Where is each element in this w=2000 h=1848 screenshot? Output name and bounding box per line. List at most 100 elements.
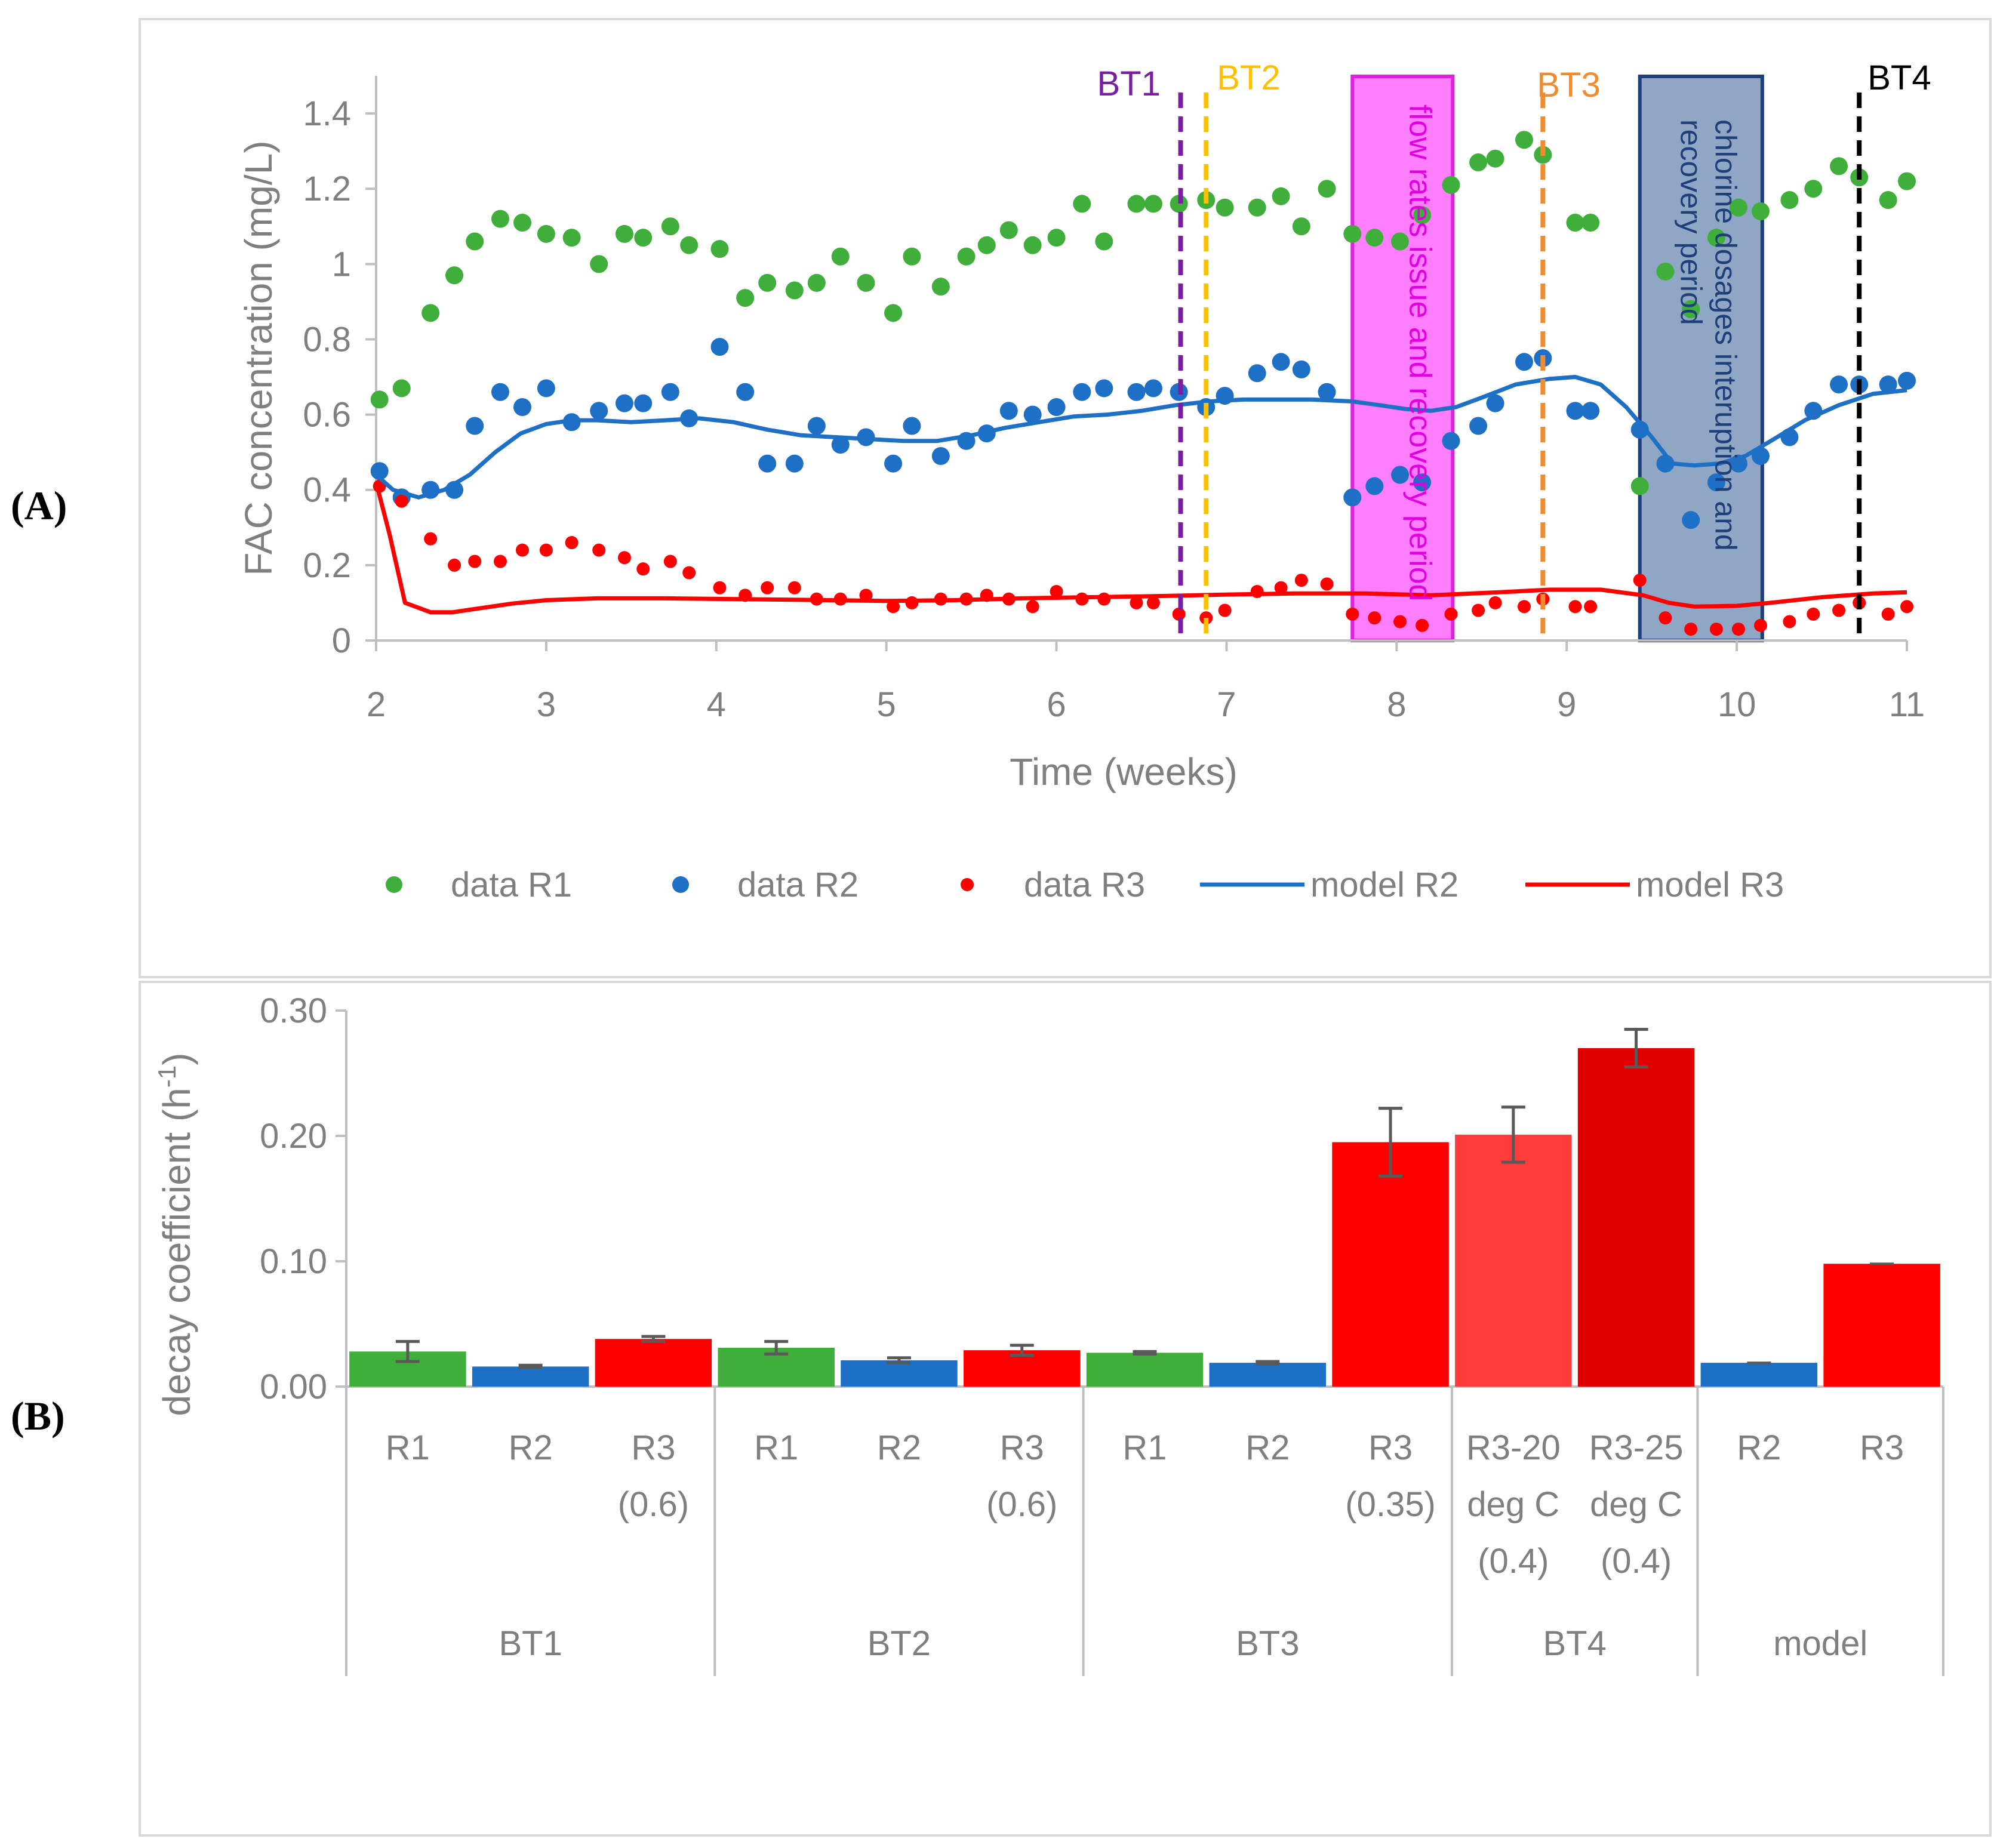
x-tick-label-a: 2 bbox=[367, 685, 386, 724]
point-data-r1 bbox=[1442, 175, 1460, 194]
point-data-r3 bbox=[424, 532, 438, 546]
x-tick-label-a: 4 bbox=[707, 685, 726, 724]
point-data-r1 bbox=[1073, 195, 1091, 213]
y-tick-label-b: 0.10 bbox=[260, 1242, 327, 1281]
legend-label-model-r3: model R3 bbox=[1636, 866, 1784, 904]
point-data-r1 bbox=[736, 289, 755, 307]
point-data-r1 bbox=[931, 278, 950, 296]
bar-model-r2 bbox=[1700, 1363, 1818, 1387]
point-data-r1 bbox=[1272, 187, 1290, 205]
point-data-r1 bbox=[1292, 217, 1310, 236]
point-data-r1 bbox=[615, 224, 633, 243]
x-tick-label-a: 9 bbox=[1557, 685, 1576, 724]
point-data-r2 bbox=[1023, 405, 1042, 424]
legend-swatch-data-r3 bbox=[961, 878, 974, 891]
legend-swatch-data-r2 bbox=[672, 876, 689, 893]
point-data-r1 bbox=[1170, 195, 1188, 213]
point-data-r1 bbox=[1804, 180, 1823, 198]
chlorine-interruption-box bbox=[1638, 75, 1764, 642]
point-data-r2 bbox=[513, 398, 532, 416]
panel-b-frame bbox=[139, 981, 1992, 1837]
chart-a: 0 0.2 0.4 0.6 0.8 1 1.2 1.4 2 3 4 5 6 7 8 9 10 11 Time (we… bbox=[237, 58, 1931, 904]
point-data-r1 bbox=[957, 247, 976, 266]
point-data-r2 bbox=[537, 379, 555, 398]
point-data-r2 bbox=[466, 417, 484, 435]
x-tick-label-a: 3 bbox=[537, 685, 556, 724]
category-label: (0.4) bbox=[1478, 1542, 1549, 1581]
legend-label-data-r3: data R3 bbox=[1024, 866, 1145, 904]
category-label: (0.6) bbox=[986, 1485, 1057, 1524]
point-data-r1 bbox=[370, 390, 389, 409]
point-data-r1 bbox=[1729, 198, 1747, 217]
point-data-r2 bbox=[491, 383, 509, 401]
line-model-r3 bbox=[374, 482, 1907, 615]
point-data-r3 bbox=[663, 555, 677, 568]
bar-bt3-r1 bbox=[1086, 1353, 1204, 1387]
point-data-r2 bbox=[634, 394, 653, 412]
point-data-r2 bbox=[736, 383, 755, 401]
point-data-r2 bbox=[615, 394, 633, 412]
point-data-r1 bbox=[1365, 229, 1384, 247]
point-data-r3 bbox=[1472, 603, 1485, 617]
point-data-r1 bbox=[562, 229, 581, 247]
y-tick-label-b: 0.30 bbox=[260, 991, 327, 1030]
y-tick-label-a: 0.4 bbox=[303, 471, 351, 510]
point-data-r1 bbox=[785, 281, 804, 300]
point-data-r3 bbox=[1518, 600, 1531, 614]
point-data-r2 bbox=[903, 417, 921, 435]
legend-a: data R1 data R2 data R3 model R2 model R3 bbox=[386, 866, 1784, 904]
category-label: R3 bbox=[631, 1428, 675, 1467]
point-data-r3 bbox=[761, 581, 774, 595]
point-data-r3 bbox=[1294, 574, 1308, 587]
point-data-r2 bbox=[831, 436, 850, 454]
point-data-r3 bbox=[1881, 607, 1895, 621]
category-label: R3 bbox=[1860, 1428, 1904, 1467]
point-data-r3 bbox=[1659, 611, 1672, 625]
point-data-r1 bbox=[1486, 149, 1504, 168]
point-data-r1 bbox=[537, 224, 555, 243]
x-tick-label-a: 6 bbox=[1047, 685, 1066, 724]
point-data-r1 bbox=[1751, 202, 1770, 221]
y-tick-label-b: 0.00 bbox=[260, 1367, 327, 1406]
point-data-r2 bbox=[1047, 398, 1066, 416]
point-data-r3 bbox=[516, 543, 530, 557]
point-data-r3 bbox=[1050, 585, 1063, 599]
point-data-r1 bbox=[1707, 229, 1725, 247]
point-data-r1 bbox=[999, 221, 1018, 239]
point-data-r2 bbox=[1095, 379, 1113, 398]
y-axis-label-b-main: decay coefficient (h bbox=[155, 1088, 198, 1416]
point-data-r1 bbox=[884, 304, 903, 322]
point-data-r2 bbox=[1898, 371, 1916, 390]
chlorine-text-line-2: recovery period bbox=[1674, 119, 1707, 325]
chart-b: 0.00 0.10 0.20 0.30 decay coefficient (h-1) R… bbox=[153, 991, 1944, 1676]
point-data-r1 bbox=[1780, 191, 1799, 210]
point-data-r1 bbox=[857, 273, 875, 292]
point-data-r2 bbox=[1566, 402, 1584, 420]
point-data-r3 bbox=[1130, 596, 1143, 609]
point-data-r1 bbox=[1318, 180, 1336, 198]
legend-swatch-data-r1 bbox=[386, 876, 402, 893]
point-data-r1 bbox=[1879, 191, 1897, 210]
bar-bt3-r3 bbox=[1332, 1142, 1449, 1387]
category-label: R3 bbox=[1368, 1428, 1413, 1467]
point-data-r2 bbox=[1391, 466, 1410, 484]
point-data-r3 bbox=[448, 558, 461, 572]
point-data-r2 bbox=[1272, 353, 1290, 371]
category-label: deg C bbox=[1590, 1485, 1682, 1524]
point-data-r1 bbox=[680, 236, 699, 254]
point-data-r3 bbox=[1568, 600, 1582, 614]
legend-label-data-r1: data R1 bbox=[451, 866, 572, 904]
point-data-r1 bbox=[445, 266, 464, 285]
point-data-r1 bbox=[831, 247, 850, 266]
point-data-r2 bbox=[1318, 383, 1336, 401]
point-data-r3 bbox=[539, 543, 553, 557]
point-data-r2 bbox=[370, 462, 389, 481]
bar-model-r3 bbox=[1823, 1264, 1940, 1387]
point-data-r3 bbox=[1346, 607, 1359, 621]
y-tick-label-a: 0.6 bbox=[303, 396, 351, 435]
point-data-r1 bbox=[1216, 198, 1234, 217]
category-label: R1 bbox=[754, 1428, 798, 1467]
point-data-r1 bbox=[1898, 172, 1916, 190]
point-data-r2 bbox=[1879, 375, 1897, 394]
point-data-r2 bbox=[1127, 383, 1146, 401]
